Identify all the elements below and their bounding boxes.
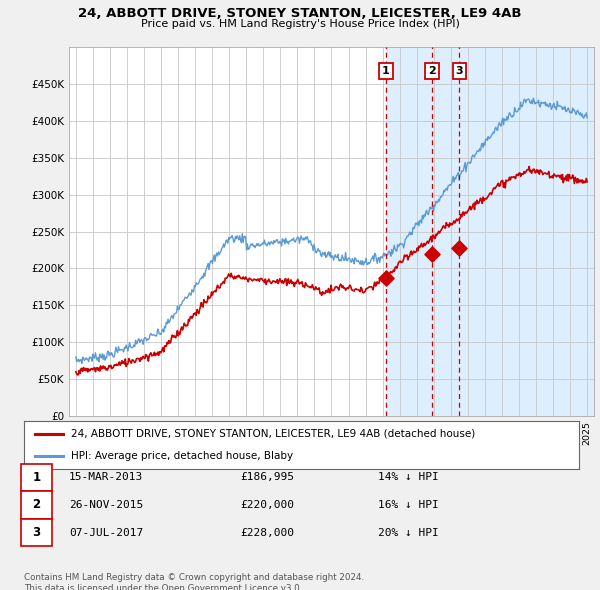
- Text: 1: 1: [32, 471, 41, 484]
- Text: 24, ABBOTT DRIVE, STONEY STANTON, LEICESTER, LE9 4AB: 24, ABBOTT DRIVE, STONEY STANTON, LEICES…: [78, 7, 522, 20]
- Text: £186,995: £186,995: [240, 472, 294, 482]
- Text: 3: 3: [455, 66, 463, 76]
- Text: £228,000: £228,000: [240, 527, 294, 537]
- Text: 1: 1: [382, 66, 390, 76]
- Text: 14% ↓ HPI: 14% ↓ HPI: [378, 472, 439, 482]
- Point: [381, 273, 391, 283]
- Bar: [386, 47, 600, 416]
- Text: £220,000: £220,000: [240, 500, 294, 510]
- Text: Contains HM Land Registry data © Crown copyright and database right 2024.
This d: Contains HM Land Registry data © Crown c…: [24, 573, 364, 590]
- Text: 3: 3: [32, 526, 41, 539]
- Text: 2: 2: [32, 499, 41, 512]
- Text: 24, ABBOTT DRIVE, STONEY STANTON, LEICESTER, LE9 4AB (detached house): 24, ABBOTT DRIVE, STONEY STANTON, LEICES…: [71, 429, 475, 439]
- Text: 16% ↓ HPI: 16% ↓ HPI: [378, 500, 439, 510]
- Text: 15-MAR-2013: 15-MAR-2013: [69, 472, 143, 482]
- Point: [455, 243, 464, 253]
- Text: Price paid vs. HM Land Registry's House Price Index (HPI): Price paid vs. HM Land Registry's House …: [140, 19, 460, 29]
- Text: HPI: Average price, detached house, Blaby: HPI: Average price, detached house, Blab…: [71, 451, 293, 461]
- Text: 20% ↓ HPI: 20% ↓ HPI: [378, 527, 439, 537]
- Text: 2: 2: [428, 66, 436, 76]
- Point: [427, 249, 437, 258]
- Text: 07-JUL-2017: 07-JUL-2017: [69, 527, 143, 537]
- Text: 26-NOV-2015: 26-NOV-2015: [69, 500, 143, 510]
